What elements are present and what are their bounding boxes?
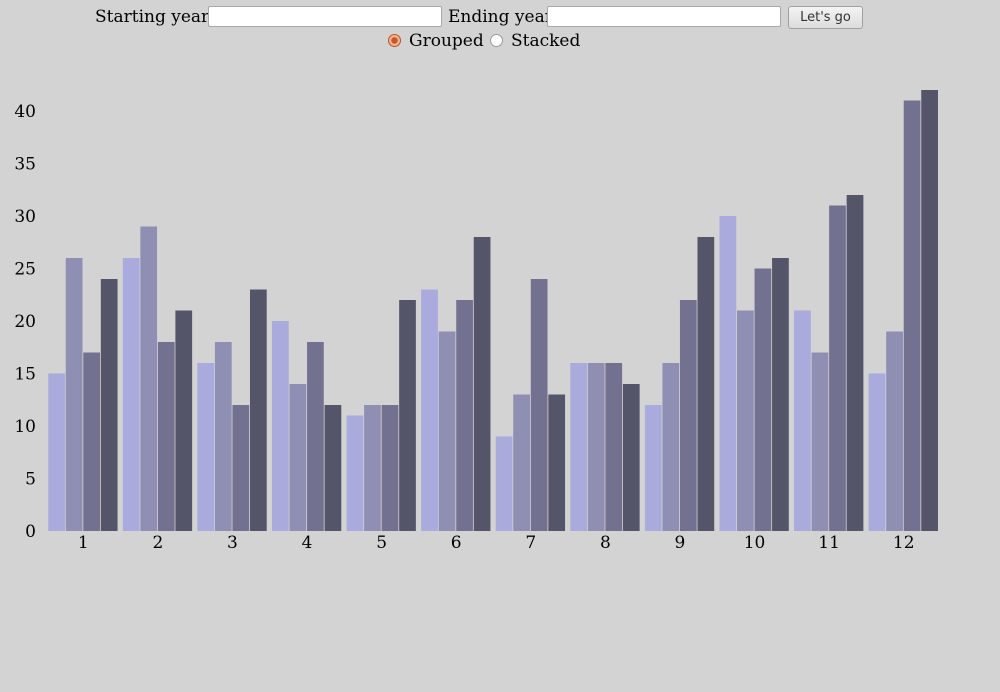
bar-9-series-3 [679, 300, 697, 531]
bar-9-series-4 [697, 237, 715, 531]
bar-4-series-3 [307, 342, 324, 531]
starting-year-label: Starting year [95, 7, 210, 27]
y-tick-label: 35 [14, 155, 36, 175]
bar-5-series-4 [399, 300, 416, 531]
stacked-radio-label: Stacked [511, 31, 581, 51]
y-tick-label: 25 [14, 260, 36, 280]
bar-10-series-1 [719, 216, 737, 531]
grouped-radio[interactable] [388, 34, 401, 47]
bar-9-series-1 [644, 405, 662, 531]
stacked-radio[interactable] [490, 34, 503, 47]
x-tick-label: 7 [525, 533, 536, 553]
x-tick-label: 1 [78, 533, 89, 553]
x-axis: 1 2 3 4 5 6 7 8 9 10 11 12 [78, 533, 915, 553]
x-tick-label: 12 [893, 533, 915, 553]
bar-2-series-4 [175, 310, 193, 531]
bar-6-series-1 [421, 289, 438, 531]
bar-8-series-3 [605, 363, 623, 531]
bar-1-series-1 [48, 373, 65, 531]
bar-2-series-1 [122, 258, 140, 531]
ending-year-label: Ending year [448, 7, 553, 27]
y-tick-label: 10 [14, 417, 36, 437]
bar-4-series-4 [324, 405, 342, 531]
x-tick-label: 10 [744, 533, 766, 553]
bar-3-series-2 [214, 342, 232, 531]
y-tick-label: 20 [14, 312, 36, 332]
y-axis: 0 5 10 15 20 25 30 35 40 [14, 102, 36, 542]
bar-3-series-1 [197, 363, 215, 531]
bar-2-series-3 [157, 342, 175, 531]
x-tick-label: 2 [152, 533, 163, 553]
bar-12-series-1 [868, 373, 886, 531]
bar-1-series-4 [100, 279, 118, 531]
starting-year-input[interactable] [208, 6, 442, 27]
bar-2-series-2 [140, 226, 158, 531]
bar-7-series-4 [548, 394, 566, 531]
bar-1-series-2 [65, 258, 83, 531]
bar-4-series-1 [271, 321, 289, 531]
bar-8-series-2 [587, 363, 605, 531]
bar-6-series-2 [438, 331, 456, 531]
x-tick-label: 6 [451, 533, 462, 553]
y-tick-label: 5 [25, 470, 36, 490]
bar-10-series-2 [737, 310, 754, 531]
y-tick-label: 15 [14, 365, 36, 385]
ending-year-input[interactable] [547, 6, 781, 27]
bar-3-series-4 [249, 289, 267, 531]
bar-8-series-4 [622, 384, 640, 531]
x-tick-label: 11 [818, 533, 840, 553]
bar-5-series-1 [346, 415, 364, 531]
bar-12-series-4 [921, 90, 938, 531]
controls-bar: Starting year Ending year Let's go Group… [0, 6, 1000, 54]
bar-10-series-4 [772, 258, 789, 531]
x-tick-label: 3 [227, 533, 238, 553]
bar-11-series-4 [846, 195, 864, 531]
bar-5-series-3 [381, 405, 399, 531]
x-tick-label: 4 [302, 533, 313, 553]
x-tick-label: 5 [376, 533, 387, 553]
bar-7-series-1 [495, 436, 513, 531]
bar-5-series-2 [364, 405, 381, 531]
bar-7-series-2 [513, 394, 530, 531]
bar-9-series-2 [662, 363, 680, 531]
bar-6-series-3 [456, 300, 473, 531]
bar-11-series-3 [829, 205, 846, 531]
bars-group [48, 90, 938, 531]
y-tick-label: 30 [14, 207, 36, 227]
bar-6-series-4 [473, 237, 491, 531]
bar-11-series-1 [794, 310, 811, 531]
bar-10-series-3 [754, 268, 772, 531]
x-tick-label: 8 [600, 533, 611, 553]
bar-7-series-3 [530, 279, 548, 531]
bar-12-series-2 [886, 331, 903, 531]
lets-go-button[interactable]: Let's go [788, 6, 863, 29]
bar-1-series-3 [83, 352, 101, 531]
y-tick-label: 40 [14, 102, 36, 122]
bar-12-series-3 [903, 100, 921, 531]
bar-8-series-1 [570, 363, 588, 531]
bar-4-series-2 [289, 384, 307, 531]
bar-11-series-2 [811, 352, 829, 531]
y-tick-label: 0 [25, 522, 36, 542]
x-tick-label: 9 [675, 533, 686, 553]
grouped-radio-label: Grouped [409, 31, 484, 51]
bar-3-series-3 [232, 405, 250, 531]
